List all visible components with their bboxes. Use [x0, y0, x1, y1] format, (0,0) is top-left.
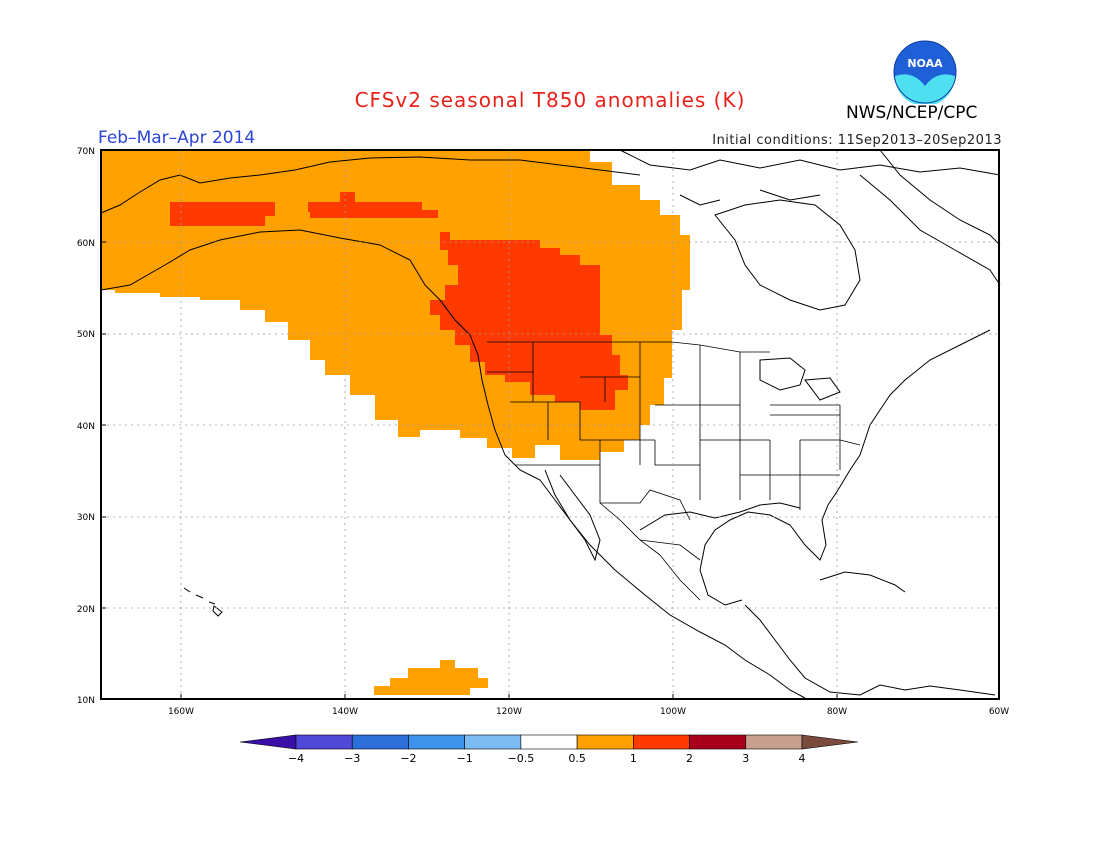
agency-label: NWS/NCEP/CPC: [846, 103, 978, 123]
latitude-labels: 10N 20N 30N 40N 50N 60N 70N: [77, 147, 95, 706]
legend-swatch: [633, 734, 690, 750]
legend-tick-label: −1: [457, 752, 473, 765]
lat-label: 20N: [77, 605, 95, 615]
lon-label: 120W: [496, 707, 522, 717]
legend-swatch: [351, 734, 409, 750]
legend-tick-label: 3: [742, 752, 749, 765]
legend-tick-label: −3: [344, 752, 360, 765]
legend-swatch: [745, 734, 803, 750]
lon-label: 160W: [168, 707, 194, 717]
svg-text:NOAA: NOAA: [907, 57, 943, 70]
legend-swatch: [576, 734, 634, 750]
legend-swatch: [408, 734, 465, 750]
legend-tick-label: −4: [288, 752, 304, 765]
lat-label: 60N: [77, 239, 95, 249]
legend-swatch: [520, 734, 578, 750]
season-label: Feb–Mar–Apr 2014: [98, 128, 256, 148]
lat-label: 30N: [77, 513, 95, 523]
legend-tick-label: 2: [686, 752, 693, 765]
anomaly-shading-orange: [101, 150, 690, 695]
lon-label: 140W: [332, 707, 358, 717]
lat-label: 10N: [77, 696, 95, 706]
legend-swatch: [689, 734, 747, 750]
lat-label: 50N: [77, 330, 95, 340]
legend-tick-label: 0.5: [568, 752, 586, 765]
gridlines: [101, 151, 999, 699]
anomaly-shading-red: [170, 192, 628, 410]
legend-arrow-high: [801, 734, 859, 750]
lat-label: 70N: [77, 147, 95, 157]
lon-label: 60W: [989, 707, 1009, 717]
lon-label: 100W: [660, 707, 686, 717]
legend-tick-label: −2: [400, 752, 416, 765]
color-legend: −4 −3 −2 −1 −0.5 0.5 1 2 3 4: [239, 734, 859, 765]
lon-label: 80W: [827, 707, 847, 717]
initial-conditions-label: Initial conditions: 11Sep2013–20Sep2013: [712, 133, 1002, 148]
legend-tick-label: 1: [630, 752, 637, 765]
lat-label: 40N: [77, 422, 95, 432]
legend-tick-label: 4: [799, 752, 806, 765]
map-title: CFSv2 seasonal T850 anomalies (K): [354, 88, 746, 112]
legend-arrow-low: [239, 734, 297, 750]
legend-tick-label: −0.5: [508, 752, 535, 765]
longitude-labels: 160W 140W 120W 100W 80W 60W: [168, 707, 1009, 717]
legend-swatch: [295, 734, 353, 750]
legend-swatch: [464, 734, 522, 750]
state-borders: [487, 341, 861, 601]
coastlines: [100, 149, 1001, 699]
noaa-logo-icon: NOAA: [893, 40, 957, 104]
